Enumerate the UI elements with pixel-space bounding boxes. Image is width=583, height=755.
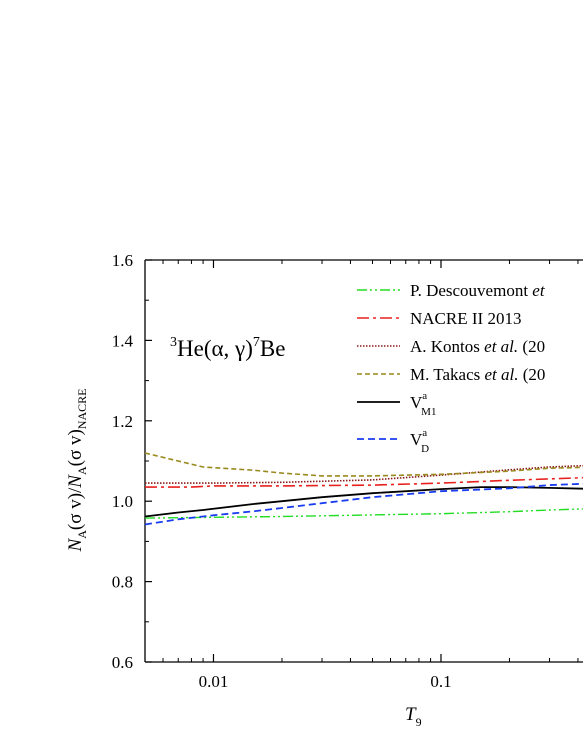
series-line-takacs: [144, 452, 583, 477]
legend-label-descouvemont: P. Descouvemont et: [410, 281, 546, 300]
y-tick-label: 1.4: [112, 331, 134, 350]
series-line-nacre2: [145, 476, 583, 488]
x-axis-title: T9: [405, 704, 422, 729]
xlabel-sub: 9: [416, 715, 422, 729]
y-axis-title: NA(σ v)/NA(σ v)NACRE: [65, 389, 89, 553]
legend-label-vm1: Va M1: [410, 390, 436, 418]
legend-label-vd: Va D: [410, 427, 429, 455]
xlabel-main: T: [405, 704, 417, 725]
legend: P. Descouvemont et NACRE II 2013 A. Kontos…: [357, 281, 546, 455]
series-lines: [144, 452, 583, 526]
x-tick-label: 0.01: [199, 672, 229, 691]
ylabel-s1: A: [75, 530, 89, 539]
ylabel-s3: NACRE: [75, 389, 89, 430]
axis-ticks: 0.6 0.8 1.0 1.2 1.4 1.6 0.01 0.1: [112, 251, 579, 691]
series-line-vd: [144, 482, 583, 526]
legend-label-takacs: M. Takacs et al. (20: [410, 365, 545, 384]
annot-base-a: He(α, γ): [177, 336, 253, 361]
ylabel-n1: N: [65, 537, 86, 552]
ylabel-m2: (σ v): [65, 429, 86, 466]
annot-sup-b: 7: [253, 335, 260, 350]
y-tick-label: 0.8: [112, 573, 133, 592]
annot-sup-a: 3: [170, 335, 177, 350]
y-tick-label: 1.2: [112, 412, 133, 431]
ylabel-m1: (σ v)/: [65, 487, 86, 530]
reaction-annotation: 3He(α, γ)7Be: [170, 335, 285, 361]
ylabel-n2: N: [65, 474, 86, 489]
y-tick-label: 1.6: [112, 251, 133, 270]
series-line-descouvemont: [144, 508, 583, 519]
ylabel-s2: A: [75, 466, 89, 475]
annot-base-b: Be: [260, 336, 286, 361]
legend-label-nacre2: NACRE II 2013: [410, 309, 521, 328]
legend-label-kontos: A. Kontos et al. (20: [410, 337, 545, 356]
series-line-kontos: [145, 464, 583, 484]
x-tick-label: 0.1: [430, 672, 451, 691]
series-line-vm1: [144, 486, 583, 518]
y-tick-label: 1.0: [112, 492, 133, 511]
y-tick-label: 0.6: [112, 653, 133, 672]
